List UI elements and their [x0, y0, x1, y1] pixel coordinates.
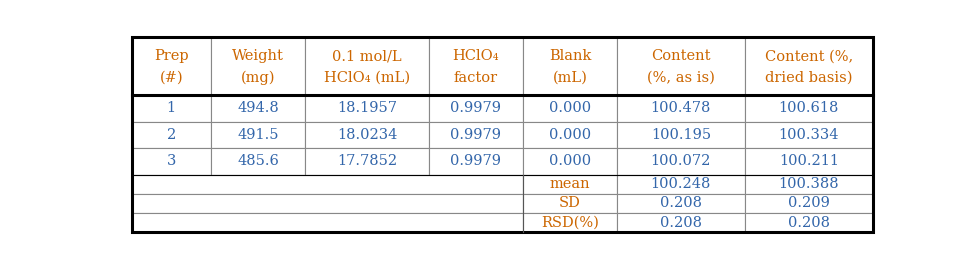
Bar [745, 175, 873, 194]
Text: 2: 2 [167, 128, 175, 142]
Text: 100.388: 100.388 [778, 177, 839, 191]
Text: 100.248: 100.248 [651, 177, 711, 191]
Bar [305, 121, 429, 148]
Bar [131, 194, 523, 213]
Bar [617, 95, 745, 121]
Bar [523, 121, 617, 148]
Bar [429, 37, 523, 95]
Text: (%, as is): (%, as is) [647, 71, 714, 85]
Bar [211, 37, 305, 95]
Bar [745, 148, 873, 175]
Bar [211, 95, 305, 121]
Bar [745, 95, 873, 121]
Bar [131, 213, 523, 233]
Text: (mL): (mL) [553, 71, 588, 85]
Text: mean: mean [550, 177, 590, 191]
Bar [131, 148, 211, 175]
Text: 1: 1 [167, 101, 175, 115]
Bar [745, 194, 873, 213]
Text: 0.9979: 0.9979 [451, 154, 502, 168]
Bar [131, 95, 211, 121]
Text: dried basis): dried basis) [765, 71, 853, 85]
Text: 100.334: 100.334 [778, 128, 839, 142]
Bar [745, 121, 873, 148]
Text: 3: 3 [167, 154, 176, 168]
Text: 494.8: 494.8 [237, 101, 279, 115]
Bar [131, 175, 523, 194]
Text: 100.478: 100.478 [651, 101, 711, 115]
Bar [523, 148, 617, 175]
Bar [617, 148, 745, 175]
Bar [429, 148, 523, 175]
Text: 491.5: 491.5 [237, 128, 278, 142]
Bar [211, 121, 305, 148]
Text: Content: Content [651, 49, 710, 63]
Text: (#): (#) [160, 71, 183, 85]
Bar [131, 121, 211, 148]
Text: 100.195: 100.195 [651, 128, 710, 142]
Text: 0.000: 0.000 [549, 154, 591, 168]
Bar [429, 95, 523, 121]
Text: 0.1 mol/L: 0.1 mol/L [332, 49, 402, 63]
Bar [745, 213, 873, 233]
Bar [523, 37, 617, 95]
Bar [617, 175, 745, 194]
Bar [523, 194, 617, 213]
Bar [745, 37, 873, 95]
Bar [429, 121, 523, 148]
Text: 100.211: 100.211 [779, 154, 839, 168]
Bar [305, 148, 429, 175]
Text: Content (%,: Content (%, [764, 49, 853, 63]
Bar [617, 37, 745, 95]
Text: 0.208: 0.208 [788, 216, 830, 230]
Text: 100.072: 100.072 [651, 154, 711, 168]
Text: 485.6: 485.6 [237, 154, 279, 168]
Text: 0.000: 0.000 [549, 101, 591, 115]
Text: Prep: Prep [154, 49, 188, 63]
Text: factor: factor [454, 71, 498, 85]
Bar [305, 95, 429, 121]
Text: 0.9979: 0.9979 [451, 128, 502, 142]
Bar [211, 148, 305, 175]
Bar [523, 213, 617, 233]
Bar [523, 175, 617, 194]
Bar [617, 194, 745, 213]
Bar [131, 37, 211, 95]
Bar [305, 37, 429, 95]
Text: 17.7852: 17.7852 [337, 154, 397, 168]
Text: HClO₄: HClO₄ [453, 49, 499, 63]
Bar [617, 121, 745, 148]
Text: Blank: Blank [549, 49, 591, 63]
Text: 0.208: 0.208 [660, 216, 702, 230]
Text: 0.208: 0.208 [660, 197, 702, 210]
Text: 0.209: 0.209 [788, 197, 830, 210]
Text: 18.0234: 18.0234 [337, 128, 397, 142]
Text: 0.000: 0.000 [549, 128, 591, 142]
Text: 18.1957: 18.1957 [337, 101, 397, 115]
Text: SD: SD [560, 197, 581, 210]
Bar [523, 95, 617, 121]
Text: (mg): (mg) [241, 70, 275, 85]
Bar [617, 213, 745, 233]
Text: Weight: Weight [232, 49, 284, 63]
Text: HClO₄ (mL): HClO₄ (mL) [324, 71, 410, 85]
Text: 0.9979: 0.9979 [451, 101, 502, 115]
Text: RSD(%): RSD(%) [541, 216, 599, 230]
Text: 100.618: 100.618 [778, 101, 839, 115]
